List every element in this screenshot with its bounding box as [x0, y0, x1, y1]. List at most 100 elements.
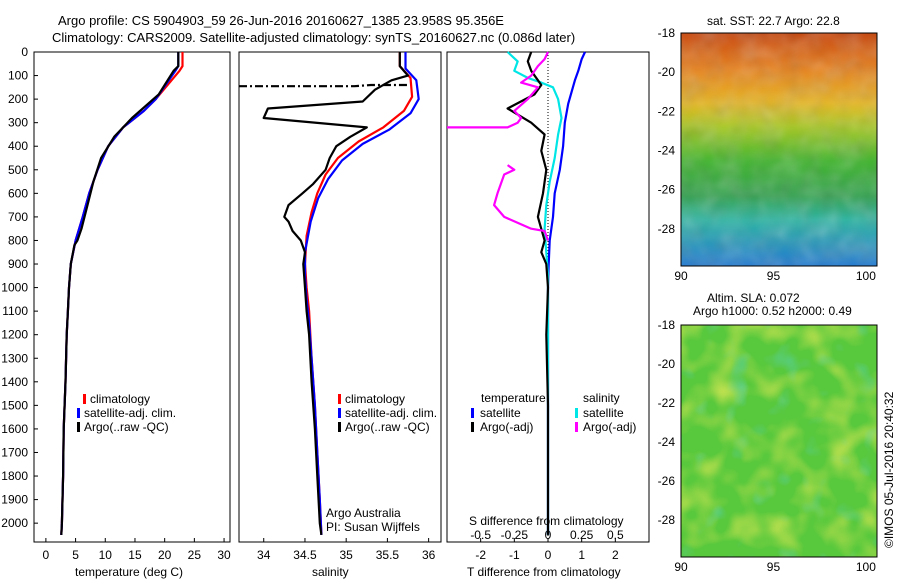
legend-label-t-argo: Argo(-adj): [480, 420, 533, 434]
legend-label-t-sat: satellite: [480, 406, 521, 420]
sst-texture: [681, 33, 877, 266]
map-ytick-label: -22: [658, 396, 676, 410]
salinity-xticks: 34 34.5 35 35.5 36: [257, 538, 436, 562]
map-xtick-label: 95: [767, 269, 781, 283]
ytick-label: 0: [21, 45, 28, 59]
difference-xlabel: T difference from climatology: [467, 565, 621, 579]
map-xtick-label: 90: [674, 560, 688, 574]
salinity-axes: [238, 51, 442, 543]
salinity-annotation-2: PI: Susan Wijffels: [326, 520, 420, 534]
series-line-2: [506, 51, 550, 535]
series-line-4: [493, 164, 550, 241]
legend-heading-temperature: temperature: [481, 391, 546, 405]
ytick-label: 1400: [1, 375, 28, 389]
xtick-label: 34.5: [293, 548, 317, 562]
difference-legend: temperature salinity satellite Argo(-adj…: [471, 391, 636, 434]
sla-map: Altim. SLA: 0.072 Argo h1000: 0.52 h2000…: [658, 291, 878, 574]
legend-heading-salinity: salinity: [583, 391, 620, 405]
header-line-1: Argo profile: CS 5904903_59 26-Jun-2016 …: [58, 13, 504, 28]
sla-ticks: 90 95 100 -18 -20 -22 -24 -26 -28: [658, 318, 877, 574]
xtick-label: -1: [509, 548, 520, 562]
ytick-label: 1600: [1, 422, 28, 436]
xtick2-label: -0.5: [470, 528, 491, 542]
temperature-legend: climatology satellite-adj. clim. Argo(..…: [77, 392, 176, 434]
map-xtick-label: 100: [856, 560, 876, 574]
ytick-label: 900: [8, 257, 28, 271]
xtick-label: 36: [422, 548, 436, 562]
map-ytick-label: -18: [658, 318, 676, 332]
temperature-panel: 0100200300400500600700800900100011001200…: [1, 45, 231, 579]
series-line-2: [262, 52, 410, 536]
series-line-2: [60, 52, 180, 535]
xtick-label: 35.5: [376, 548, 400, 562]
salinity-annotation-1: Argo Australia: [326, 506, 401, 520]
ytick-label: 700: [8, 210, 28, 224]
sla-title-2: Argo h1000: 0.52 h2000: 0.49: [693, 304, 852, 318]
xtick-label: 5: [72, 548, 79, 562]
ytick-label: 200: [8, 92, 28, 106]
map-ytick-label: -18: [658, 26, 676, 40]
xtick-label: 10: [99, 548, 113, 562]
map-ytick-label: -20: [658, 65, 676, 79]
legend-label-clim: climatology: [90, 392, 150, 406]
salinity-legend: climatology satellite-adj. clim. Argo(..…: [338, 392, 437, 434]
ytick-label: 2000: [1, 516, 28, 530]
series-line-3: [447, 51, 549, 129]
legend-swatch-s-sat: [575, 408, 578, 418]
map-xtick-label: 90: [674, 269, 688, 283]
map-ytick-label: -28: [658, 513, 676, 527]
ytick-label: 1800: [1, 469, 28, 483]
map-ytick-label: -22: [658, 104, 676, 118]
map-ytick-label: -24: [658, 143, 676, 157]
header-line-2: Climatology: CARS2009. Satellite-adjuste…: [52, 30, 575, 45]
map-ytick-label: -24: [658, 435, 676, 449]
legend-label-sat: satellite-adj. clim.: [345, 406, 437, 420]
temperature-yticks: 0 100 200 300 400 500 600 700 800 900 1000 1100 1200…: [1, 45, 38, 530]
sla-texture-teal: [681, 325, 877, 557]
legend-label-argo: Argo(..raw -QC): [345, 420, 430, 434]
difference-xlabel-2: S difference from climatology: [469, 514, 624, 528]
xtick2-label: -0.25: [501, 528, 529, 542]
xtick-label: -2: [475, 548, 486, 562]
legend-label-clim: climatology: [345, 392, 405, 406]
ytick-label: 1300: [1, 351, 28, 365]
xtick-label: 30: [217, 548, 231, 562]
xtick2-label: 0: [545, 528, 552, 542]
legend-swatch-clim: [338, 394, 341, 404]
map-ytick-label: -20: [658, 357, 676, 371]
ytick-label: 300: [8, 116, 28, 130]
legend-swatch-s-argo: [575, 422, 578, 432]
series-line-3: [239, 83, 408, 88]
map-ytick-label: -26: [658, 183, 676, 197]
ytick-label: 100: [8, 69, 28, 83]
series-line-1: [303, 52, 420, 535]
series-line-1: [60, 52, 180, 535]
legend-swatch-argo: [338, 422, 341, 432]
ytick-label: 1100: [2, 304, 28, 318]
sst-frame: [680, 32, 878, 267]
sla-frame: [680, 324, 878, 558]
legend-swatch-t-argo: [471, 422, 474, 432]
legend-swatch-t-sat: [471, 408, 474, 418]
legend-swatch-clim: [83, 394, 86, 404]
map-xtick-label: 95: [767, 560, 781, 574]
xtick-label: 25: [188, 548, 202, 562]
difference-xticks: -2 -1 0 1 2 -0.5 -0.25 0 0.25 0.5: [470, 528, 624, 562]
ytick-label: 400: [8, 139, 28, 153]
sst-title: sat. SST: 22.7 Argo: 22.8: [707, 14, 840, 28]
difference-panel: -2 -1 0 1 2 -0.5 -0.25 0 0.25 0.5 T difference fr…: [446, 51, 650, 579]
sla-title-1: Altim. SLA: 0.072: [707, 291, 800, 305]
difference-lines: [447, 51, 586, 535]
legend-swatch-sat: [338, 408, 341, 418]
xtick-label: 34: [257, 548, 271, 562]
series-line-0: [546, 51, 586, 535]
salinity-xlabel: salinity: [312, 565, 349, 579]
xtick2-label: 0.5: [607, 528, 624, 542]
legend-label-s-sat: satellite: [583, 406, 624, 420]
sst-map: sat. SST: 22.7 Argo: 22.8 90 95 100 -18 -20 -…: [658, 14, 878, 283]
map-ytick-label: -26: [658, 474, 676, 488]
ytick-label: 600: [8, 186, 28, 200]
ytick-label: 1200: [1, 328, 28, 342]
legend-label-s-argo: Argo(-adj): [583, 420, 636, 434]
